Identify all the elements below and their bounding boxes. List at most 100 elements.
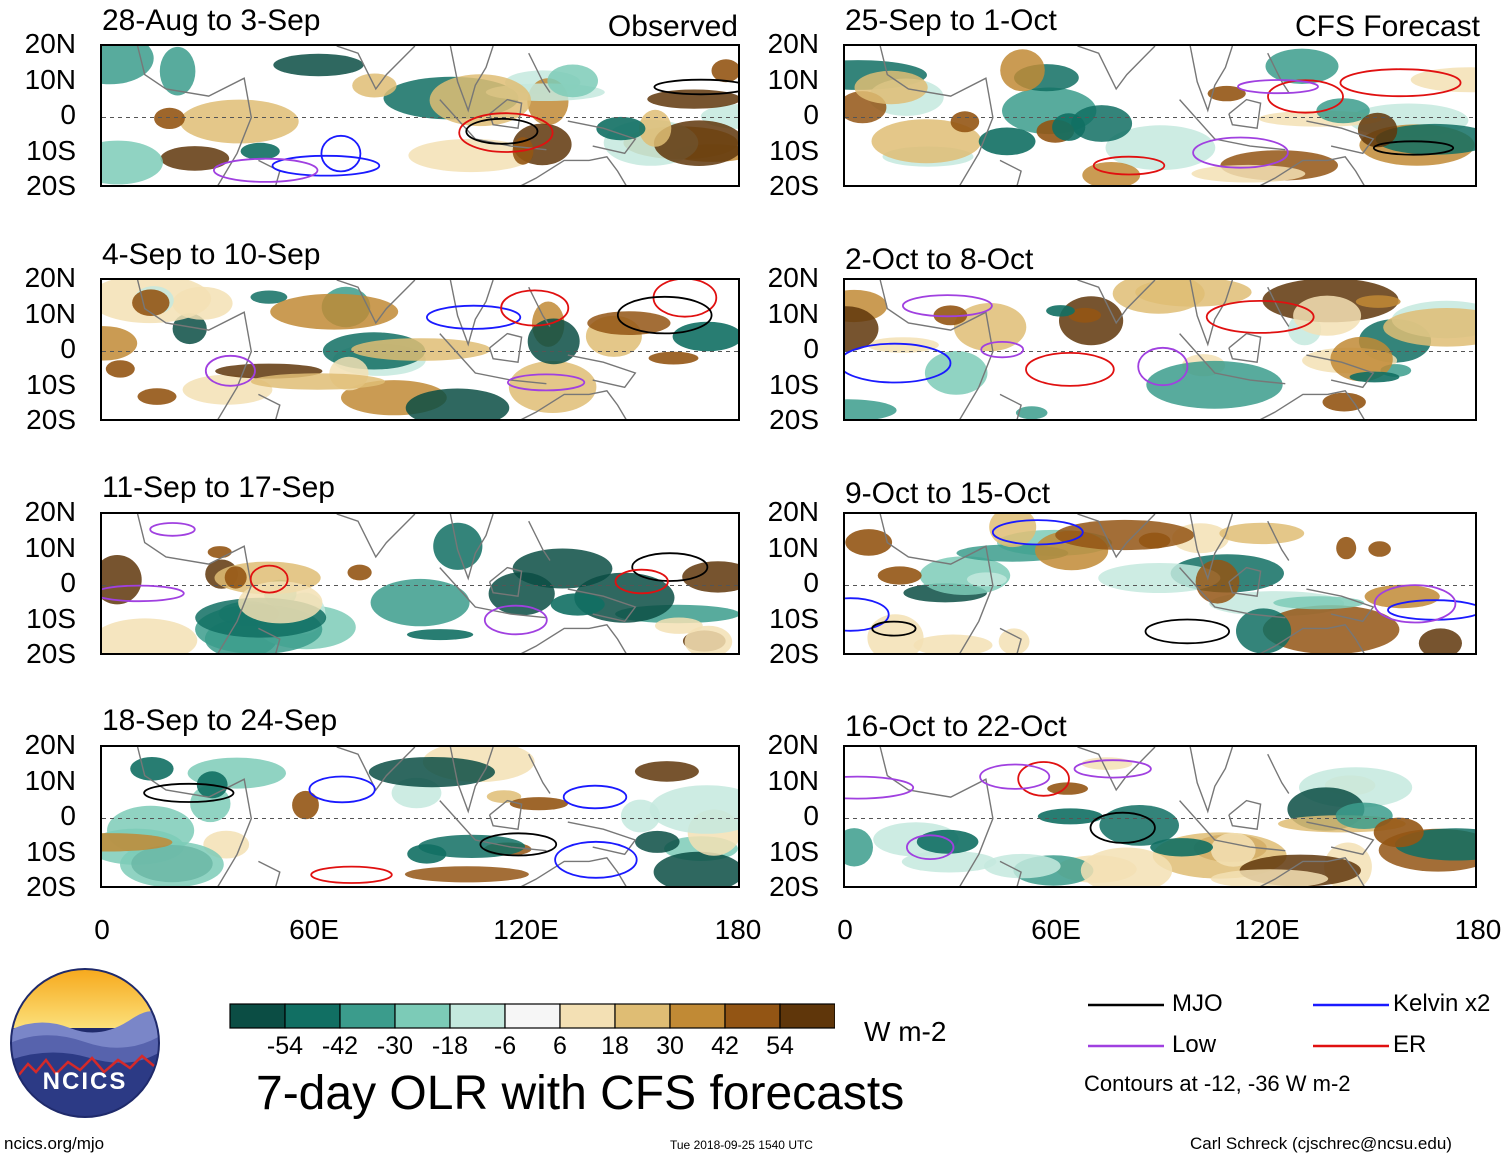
colorbar-tick-0: -54 [266,1032,304,1060]
colorbar-tick-8: 42 [711,1032,739,1060]
olr-anomaly-blob [1112,280,1205,314]
panel-title-fc-2: 2-Oct to 8-Oct [845,243,1034,276]
olr-anomaly-blob [270,293,399,330]
olr-anomaly-blob [587,311,671,335]
colorbar [229,1003,836,1034]
olr-anomaly-blob [488,572,555,616]
olr-anomaly-blob [547,64,598,98]
wave-contour [554,840,638,879]
y-tick-right-row4-3: 10S [769,835,819,867]
y-tick-left-row1-0: 20N [24,28,76,59]
olr-anomaly-core [105,360,135,378]
olr-anomaly-core [648,351,699,365]
wave-contour [212,157,319,183]
y-tick-right-row2-3: 10S [769,368,819,400]
olr-anomaly-core [1207,85,1246,102]
wave-contour [631,552,709,582]
y-tick-left-row4-3: 10S [26,835,76,867]
y-tick-left-row4-4: 20S [26,871,76,902]
map-panel-fc-4 [843,745,1477,888]
wave-contour [479,832,558,857]
wave-contour [991,519,1084,546]
olr-anomaly-blob [508,361,597,413]
olr-anomaly-core [1150,838,1213,857]
wave-contour [616,295,713,335]
olr-anomaly-core [1068,307,1102,323]
wave-contour [149,522,196,537]
wave-contour [902,294,993,318]
wave-contour [425,304,522,330]
olr-anomaly-core [292,790,319,820]
y-tick-left-row3-0: 20N [24,496,76,527]
colorbar-tick-4: -6 [493,1032,517,1060]
olr-anomaly-blob [655,617,703,634]
olr-anomaly-blob [871,119,982,164]
olr-anomaly-blob [901,850,997,873]
olr-anomaly-core [407,629,474,641]
legend-label-mjo: MJO [1172,990,1223,1017]
y-tick-right-row1-3: 10S [769,134,819,166]
olr-anomaly-blob [159,46,196,96]
olr-anomaly-core [1322,392,1366,412]
map-panel-obs-2 [100,278,740,421]
olr-anomaly-blob [486,790,522,803]
wave-contour [845,597,890,632]
olr-anomaly-blob [1265,48,1339,84]
olr-anomaly-blob [404,866,529,883]
olr-anomaly-blob [527,318,580,365]
olr-anomaly-blob [1330,336,1393,382]
y-tick-right-row3-3: 10S [769,602,819,634]
y-tick-left-row2-2: 0 [60,333,76,364]
y-tick-left-row3-3: 10S [26,602,76,634]
wave-contour [1073,759,1152,779]
x-tick-right-120e: 120E [1234,914,1300,945]
colorbar-tick-9: 54 [766,1032,794,1060]
colorbar-swatch-5 [504,1003,561,1029]
wave-contour [249,564,289,594]
map-panel-fc-2 [843,278,1477,421]
y-tick-left-row3-1: 10N [24,531,76,563]
chart-title: 7-day OLR with CFS forecasts [256,1067,905,1120]
wave-contour [308,775,376,804]
wave-contour [1237,79,1319,95]
wave-contour [506,373,586,392]
wave-contour [979,763,1051,790]
x-tick-left-0: 0 [94,914,110,945]
wave-contour [980,340,1025,359]
wave-contour [1025,352,1115,387]
olr-anomaly-core [224,566,247,589]
olr-anomaly-blob [182,374,273,405]
y-tick-left-row4-1: 10N [24,764,76,796]
x-tick-right-0: 0 [837,914,853,945]
colorbar-tick-7: 30 [656,1032,684,1060]
panel-title-fc-1: 25-Sep to 1-Oct [845,4,1057,37]
y-tick-left-row2-3: 10S [26,368,76,400]
olr-anomaly-blob [1195,559,1240,604]
olr-anomaly-core [130,757,174,781]
olr-anomaly-blob [1219,522,1305,545]
olr-anomaly-blob [1210,869,1329,886]
olr-anomaly-blob [653,851,738,886]
olr-anomaly-core [845,529,893,556]
legend-label-er: ER [1393,1031,1427,1058]
wave-contour [562,784,628,810]
y-tick-right-row4-4: 20S [769,871,819,902]
wave-contour [204,354,256,387]
olr-anomaly-blob [429,74,531,127]
y-tick-right-row1-1: 10N [767,63,819,95]
olr-anomaly-core [711,59,738,83]
olr-anomaly-core [207,546,232,559]
y-tick-left-row4-0: 20N [24,729,76,760]
wave-contour [845,775,915,800]
colorbar-tick-3: -18 [431,1032,469,1060]
y-tick-right-row2-1: 10N [767,297,819,329]
olr-anomaly-blob [238,581,323,624]
olr-anomaly-blob [102,833,173,852]
colorbar-swatch-0 [229,1003,286,1029]
olr-anomaly-blob [172,313,207,345]
olr-anomaly-blob [120,841,224,886]
olr-anomaly-blob [635,830,680,853]
olr-anomaly-core [933,305,968,326]
olr-anomaly-blob [1293,295,1362,336]
colorbar-swatch-1 [284,1003,341,1029]
